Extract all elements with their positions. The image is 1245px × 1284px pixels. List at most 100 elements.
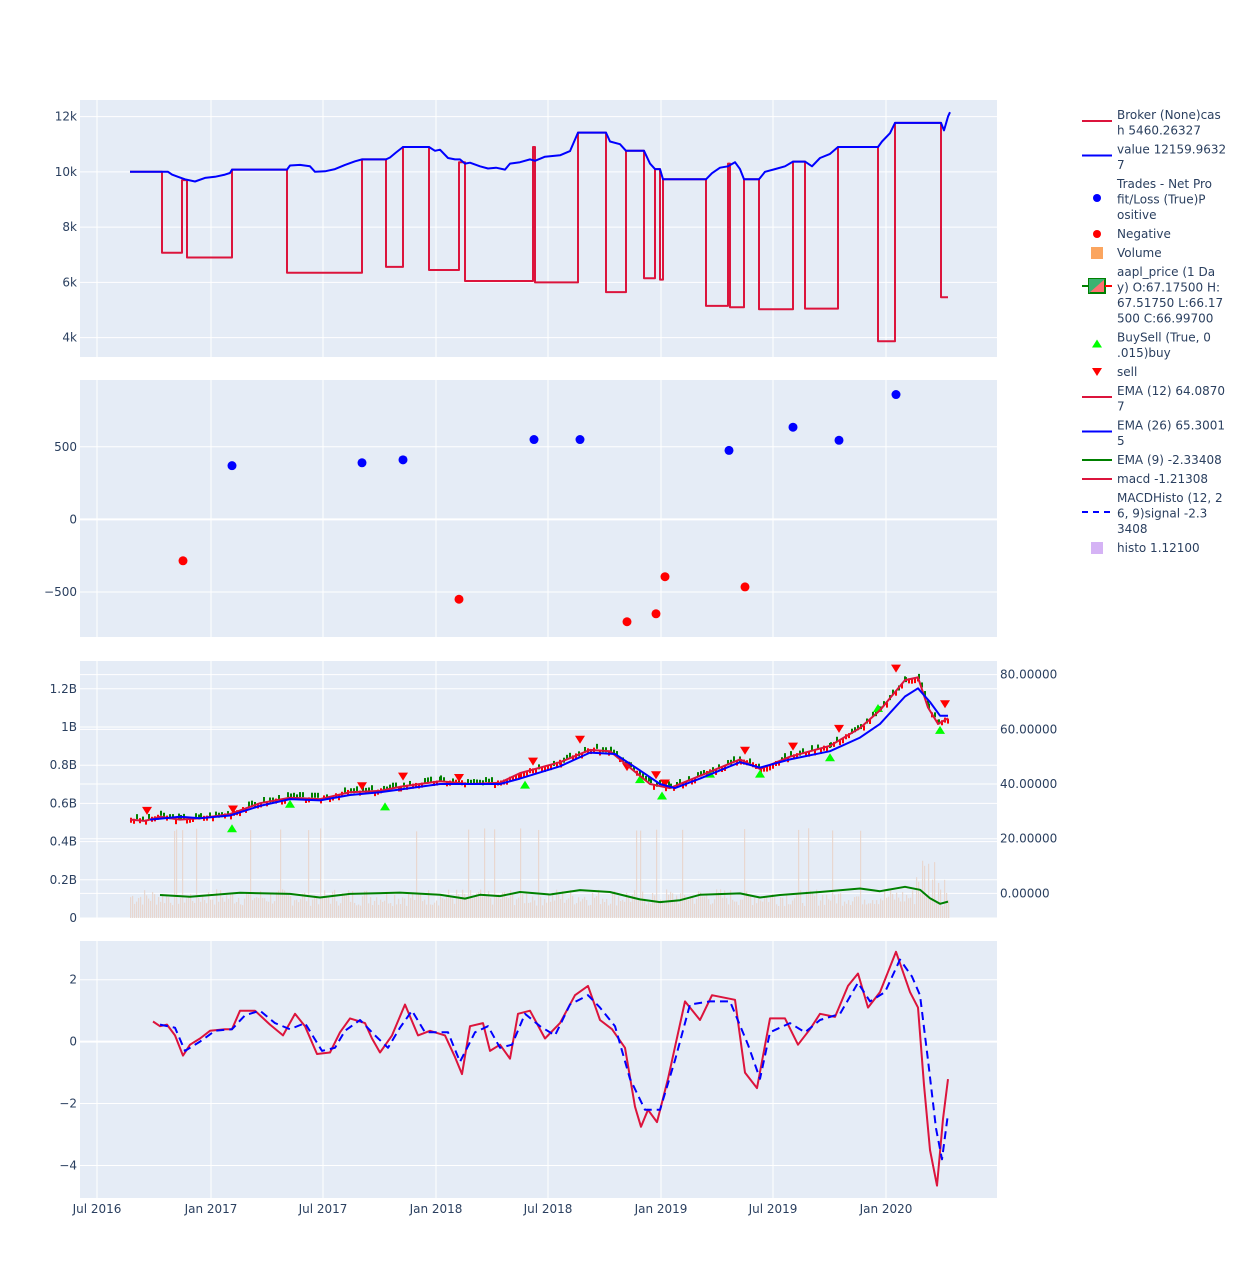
y-right-tick-label: 0.00000 — [1000, 886, 1050, 900]
sell-marker — [660, 779, 670, 788]
x-tick-label: Jul 2016 — [72, 1202, 122, 1216]
trade-point[interactable] — [357, 458, 367, 468]
legend-item[interactable]: aapl_price (1 Da y) O:67.17500 H:67.51750… — [1082, 265, 1223, 326]
sell-marker — [142, 806, 152, 815]
y-right-tick-label: 60.00000 — [1000, 722, 1057, 736]
legend-label: macd -1.21308 — [1117, 472, 1208, 486]
legend-item[interactable]: sell — [1092, 365, 1137, 379]
sell-marker — [575, 735, 585, 744]
sell-marker — [357, 782, 367, 791]
legend[interactable]: Broker (None)cas h 5460.26327 value 12159.… — [1082, 108, 1226, 555]
subplot-macd[interactable]: −4 −2 0 2 — [59, 941, 997, 1198]
buy-marker — [657, 791, 667, 800]
legend-item[interactable]: MACDHisto (12, 2 6, 9)signal -2.33408 — [1082, 491, 1223, 536]
y-tick-label: 0 — [69, 512, 77, 526]
sell-marker — [740, 746, 750, 755]
y-left-tick-label: 1.2B — [50, 682, 77, 696]
trade-point[interactable] — [178, 556, 188, 566]
subplot-price[interactable]: 0 0.2B 0.4B 0.6B 0.8B 1B 1.2B 0.00000 20.00000 40… — [50, 661, 1058, 925]
y-left-tick-label: 0.4B — [50, 835, 77, 849]
legend-label: MACDHisto (12, 2 — [1117, 491, 1223, 505]
x-tick-label: Jan 2020 — [859, 1202, 913, 1216]
legend-label: aapl_price (1 Da — [1117, 265, 1215, 279]
y-tick-label: −4 — [59, 1158, 77, 1172]
y-left-tick-label: 1B — [61, 720, 77, 734]
legend-item[interactable]: histo 1.12100 — [1091, 541, 1200, 555]
legend-label: 5 — [1117, 434, 1125, 448]
y-tick-label: 500 — [54, 440, 77, 454]
y-right-tick-label: 20.00000 — [1000, 832, 1057, 846]
volume-bars — [130, 828, 950, 918]
trade-point[interactable] — [398, 455, 408, 465]
legend-label: BuySell (True, 0 — [1117, 331, 1211, 345]
x-tick-label: Jul 2018 — [523, 1202, 573, 1216]
legend-item[interactable]: macd -1.21308 — [1082, 472, 1208, 486]
legend-label: histo 1.12100 — [1117, 541, 1200, 555]
trade-point[interactable] — [651, 609, 661, 619]
legend-item[interactable]: Volume — [1091, 246, 1162, 260]
legend-label: EMA (26) 65.3001 — [1117, 419, 1225, 433]
legend-label: value 12159.9632 — [1117, 143, 1226, 157]
series-line — [129, 676, 949, 822]
trade-point[interactable] — [834, 435, 844, 445]
buy-marker — [635, 775, 645, 784]
legend-item[interactable]: Negative — [1093, 227, 1171, 241]
legend-label: 500 C:66.99700 — [1117, 312, 1213, 326]
series-line — [159, 885, 949, 905]
plot-area[interactable] — [80, 380, 997, 637]
legend-label: ositive — [1117, 208, 1156, 222]
sell-marker — [891, 664, 901, 673]
trade-point[interactable] — [529, 435, 539, 445]
y-tick-label: 10k — [55, 165, 77, 179]
sell-marker — [398, 772, 408, 781]
trade-point[interactable] — [724, 445, 734, 455]
legend-label: EMA (9) -2.33408 — [1117, 453, 1222, 467]
legend-label: 6, 9)signal -2.3 — [1117, 507, 1207, 521]
plot-area[interactable] — [80, 100, 997, 357]
buy-marker — [825, 753, 835, 762]
subplot-trades[interactable]: −500 0 500 — [44, 380, 997, 637]
y-tick-label: 2 — [69, 973, 77, 987]
trade-point[interactable] — [454, 594, 464, 604]
sell-marker — [940, 700, 950, 709]
sell-marker — [651, 771, 661, 780]
series-line — [159, 958, 949, 1161]
buy-marker — [227, 824, 237, 833]
sell-marker — [528, 757, 538, 766]
trade-point[interactable] — [740, 582, 750, 592]
x-tick-label: Jul 2017 — [298, 1202, 348, 1216]
legend-item[interactable]: EMA (12) 64.0870 7 — [1082, 384, 1225, 414]
x-tick-label: Jan 2018 — [409, 1202, 463, 1216]
legend-item[interactable]: EMA (9) -2.33408 — [1082, 453, 1222, 467]
legend-label: 3408 — [1117, 522, 1148, 536]
buy-marker — [520, 780, 530, 789]
subplot-broker[interactable]: 4k 6k 8k 10k 12k — [55, 100, 997, 357]
y-tick-label: 0 — [69, 1035, 77, 1049]
plot-area[interactable] — [80, 941, 997, 1198]
legend-label: sell — [1117, 365, 1137, 379]
x-tick-label: Jan 2019 — [634, 1202, 688, 1216]
x-tick-label: Jul 2019 — [748, 1202, 798, 1216]
sell-marker — [228, 805, 238, 814]
legend-label: fit/Loss (True)P — [1117, 193, 1206, 207]
trade-point[interactable] — [788, 422, 798, 432]
legend-item[interactable]: BuySell (True, 0.015)buy — [1092, 331, 1211, 361]
trade-point[interactable] — [575, 435, 585, 445]
y-tick-label: 8k — [62, 220, 77, 234]
trade-point[interactable] — [622, 617, 632, 627]
legend-item[interactable]: Broker (None)cas h 5460.26327 — [1082, 108, 1221, 138]
y-right-tick-label: 80.00000 — [1000, 668, 1057, 682]
trade-point[interactable] — [227, 461, 237, 471]
series-line — [149, 687, 948, 821]
trade-point[interactable] — [891, 390, 901, 400]
x-tick-label: Jan 2017 — [184, 1202, 238, 1216]
series-line — [152, 950, 949, 1187]
buy-marker — [285, 799, 295, 808]
y-tick-label: −2 — [59, 1097, 77, 1111]
trade-point[interactable] — [660, 572, 670, 582]
legend-label: Volume — [1117, 246, 1162, 260]
y-left-tick-label: 0.6B — [50, 796, 77, 810]
